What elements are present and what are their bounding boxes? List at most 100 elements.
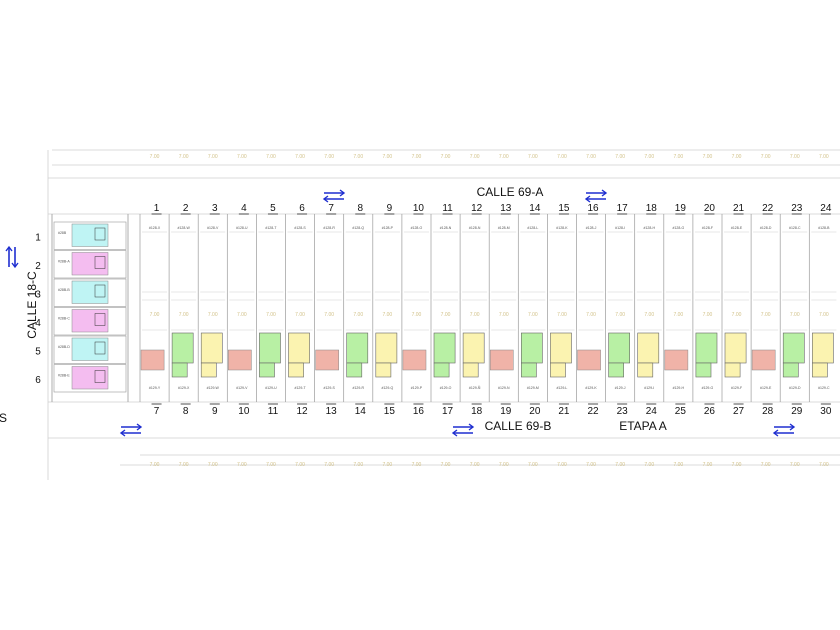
lot-width-dim: 7.00	[557, 312, 567, 318]
top-lot-code: #128-E	[731, 226, 743, 230]
bottom-lot-code: #129-K	[585, 386, 597, 390]
top-lot-number: 6	[299, 203, 305, 214]
lot-width-dim: 7.00	[412, 312, 422, 318]
side-house-core	[94, 284, 106, 298]
top-lot-number: 11	[442, 203, 453, 214]
bottom-lot-code: #129-N	[498, 386, 510, 390]
top-lot-code: #128-O	[411, 226, 423, 230]
bottom-lot-code: #129-D	[789, 386, 801, 390]
side-lot-code: #28B-C	[58, 317, 70, 321]
bottom-lot-code: #129-F	[731, 386, 742, 390]
bottom-lot-number: 28	[762, 406, 774, 417]
lot-width-dim: 7.00	[470, 462, 480, 468]
top-lot-number: 16	[587, 203, 599, 214]
top-lot-number: 15	[558, 203, 570, 214]
top-lot-code: #128-B	[818, 226, 830, 230]
top-lot-number: 18	[646, 203, 658, 214]
lot-width-dim: 7.00	[237, 462, 247, 468]
house-footprint	[259, 332, 281, 364]
lot-width-dim: 7.00	[703, 154, 713, 160]
lot-width-dim: 7.00	[586, 462, 596, 468]
bottom-lot-number: 8	[183, 406, 189, 417]
house-footprint	[375, 332, 398, 364]
lot-width-dim: 7.00	[441, 154, 451, 160]
lot-width-dim: 7.00	[237, 154, 247, 160]
side-lot-number: 5	[35, 346, 41, 357]
top-lot-number: 12	[471, 203, 483, 214]
house-footprint	[550, 362, 566, 378]
top-lot-code: #128-N	[440, 226, 452, 230]
house-footprint	[782, 332, 805, 364]
background-lines	[47, 149, 840, 480]
house-footprint	[637, 332, 660, 364]
lot-width-dim: 7.00	[324, 312, 334, 318]
house-footprint	[315, 349, 339, 371]
top-lot-code: #128-L	[527, 226, 538, 230]
arrow-right-head	[136, 423, 143, 431]
lot-width-dim: 7.00	[615, 312, 625, 318]
side-lot-code: #28B-E	[58, 374, 70, 378]
house-footprint	[811, 332, 834, 364]
top-lot-row: #128-X 7.00 7.00 #128-W 7.00 7.00 #128-V 7.00 7.…	[139, 154, 837, 402]
house-footprint	[259, 362, 275, 378]
top-lot-code: #128-V	[207, 226, 219, 230]
lot-width-dim: 7.00	[324, 462, 334, 468]
bottom-lot-number: 21	[558, 406, 570, 417]
house-footprint	[782, 362, 799, 378]
lot-width-dim: 7.00	[790, 462, 800, 468]
lot-width-dim: 7.00	[150, 154, 160, 160]
bottom-lot-code: #129-W	[207, 386, 220, 390]
side-house-core	[94, 370, 106, 383]
top-lot-number: 22	[762, 203, 774, 214]
arrow-left-head	[451, 429, 458, 437]
lot-width-dim: 7.00	[266, 312, 276, 318]
house-footprint	[751, 349, 776, 371]
lot-width-dim: 7.00	[761, 154, 771, 160]
bottom-lot-number: 7	[154, 406, 160, 417]
house-footprint	[695, 332, 718, 364]
house-footprint	[346, 332, 369, 364]
arrow-right-head	[789, 423, 796, 431]
lot-width-dim: 7.00	[441, 462, 451, 468]
arrow-left-head	[119, 429, 126, 437]
lot-width-dim: 7.00	[673, 312, 683, 318]
bottom-lot-code: #129-R	[353, 386, 365, 390]
side-lot-code: #28B-D	[58, 345, 70, 349]
top-lot-code: #128-Q	[352, 226, 364, 230]
top-lot-number: 13	[500, 203, 512, 214]
bottom-lot-number: 26	[704, 406, 716, 417]
bottom-lot-code: #129-P	[411, 386, 423, 390]
house-footprint	[346, 362, 363, 378]
top-lot-code: #128-J	[586, 226, 597, 230]
lot-width-dim: 7.00	[761, 312, 771, 318]
lot-width-dim: 7.00	[586, 154, 596, 160]
side-house	[71, 280, 109, 304]
side-lot-number: 2	[35, 261, 41, 272]
lot-width-dim: 7.00	[295, 462, 305, 468]
house-footprint	[402, 349, 427, 371]
lot-width-dim: 7.00	[644, 154, 654, 160]
bottom-lot-number: 11	[268, 406, 279, 417]
bottom-lot-code: #129-I	[644, 386, 654, 390]
top-lot-code: #128-H	[644, 226, 656, 230]
lot-width-dim: 7.00	[295, 154, 305, 160]
top-lot-code: #128-F	[702, 226, 713, 230]
side-lot-block: #28B #28B-A #28B-B #28B-C #28B-D #28B-E	[53, 221, 127, 393]
bottom-lot-number: 23	[617, 406, 629, 417]
top-lot-number: 3	[212, 203, 218, 214]
house-footprint	[140, 349, 165, 371]
house-footprint	[664, 349, 689, 371]
side-house-core	[94, 313, 106, 326]
bottom-lot-row: #129-Y 7.00 #129-X 7.00 #129-W 7.00 #129-V 7.00…	[140, 332, 834, 468]
street-label-left: CALLE 18-C	[25, 271, 39, 339]
lot-width-dim: 7.00	[790, 154, 800, 160]
lot-width-dim: 7.00	[208, 462, 218, 468]
top-lot-code: #128-R	[323, 226, 335, 230]
bottom-lot-number: 9	[212, 406, 218, 417]
bottom-lot-code: #129-U	[265, 386, 277, 390]
lot-width-dim: 7.00	[819, 462, 829, 468]
top-lot-number: 23	[791, 203, 803, 214]
bottom-lot-number: 25	[675, 406, 687, 417]
bottom-lot-code: #129-O	[440, 386, 452, 390]
